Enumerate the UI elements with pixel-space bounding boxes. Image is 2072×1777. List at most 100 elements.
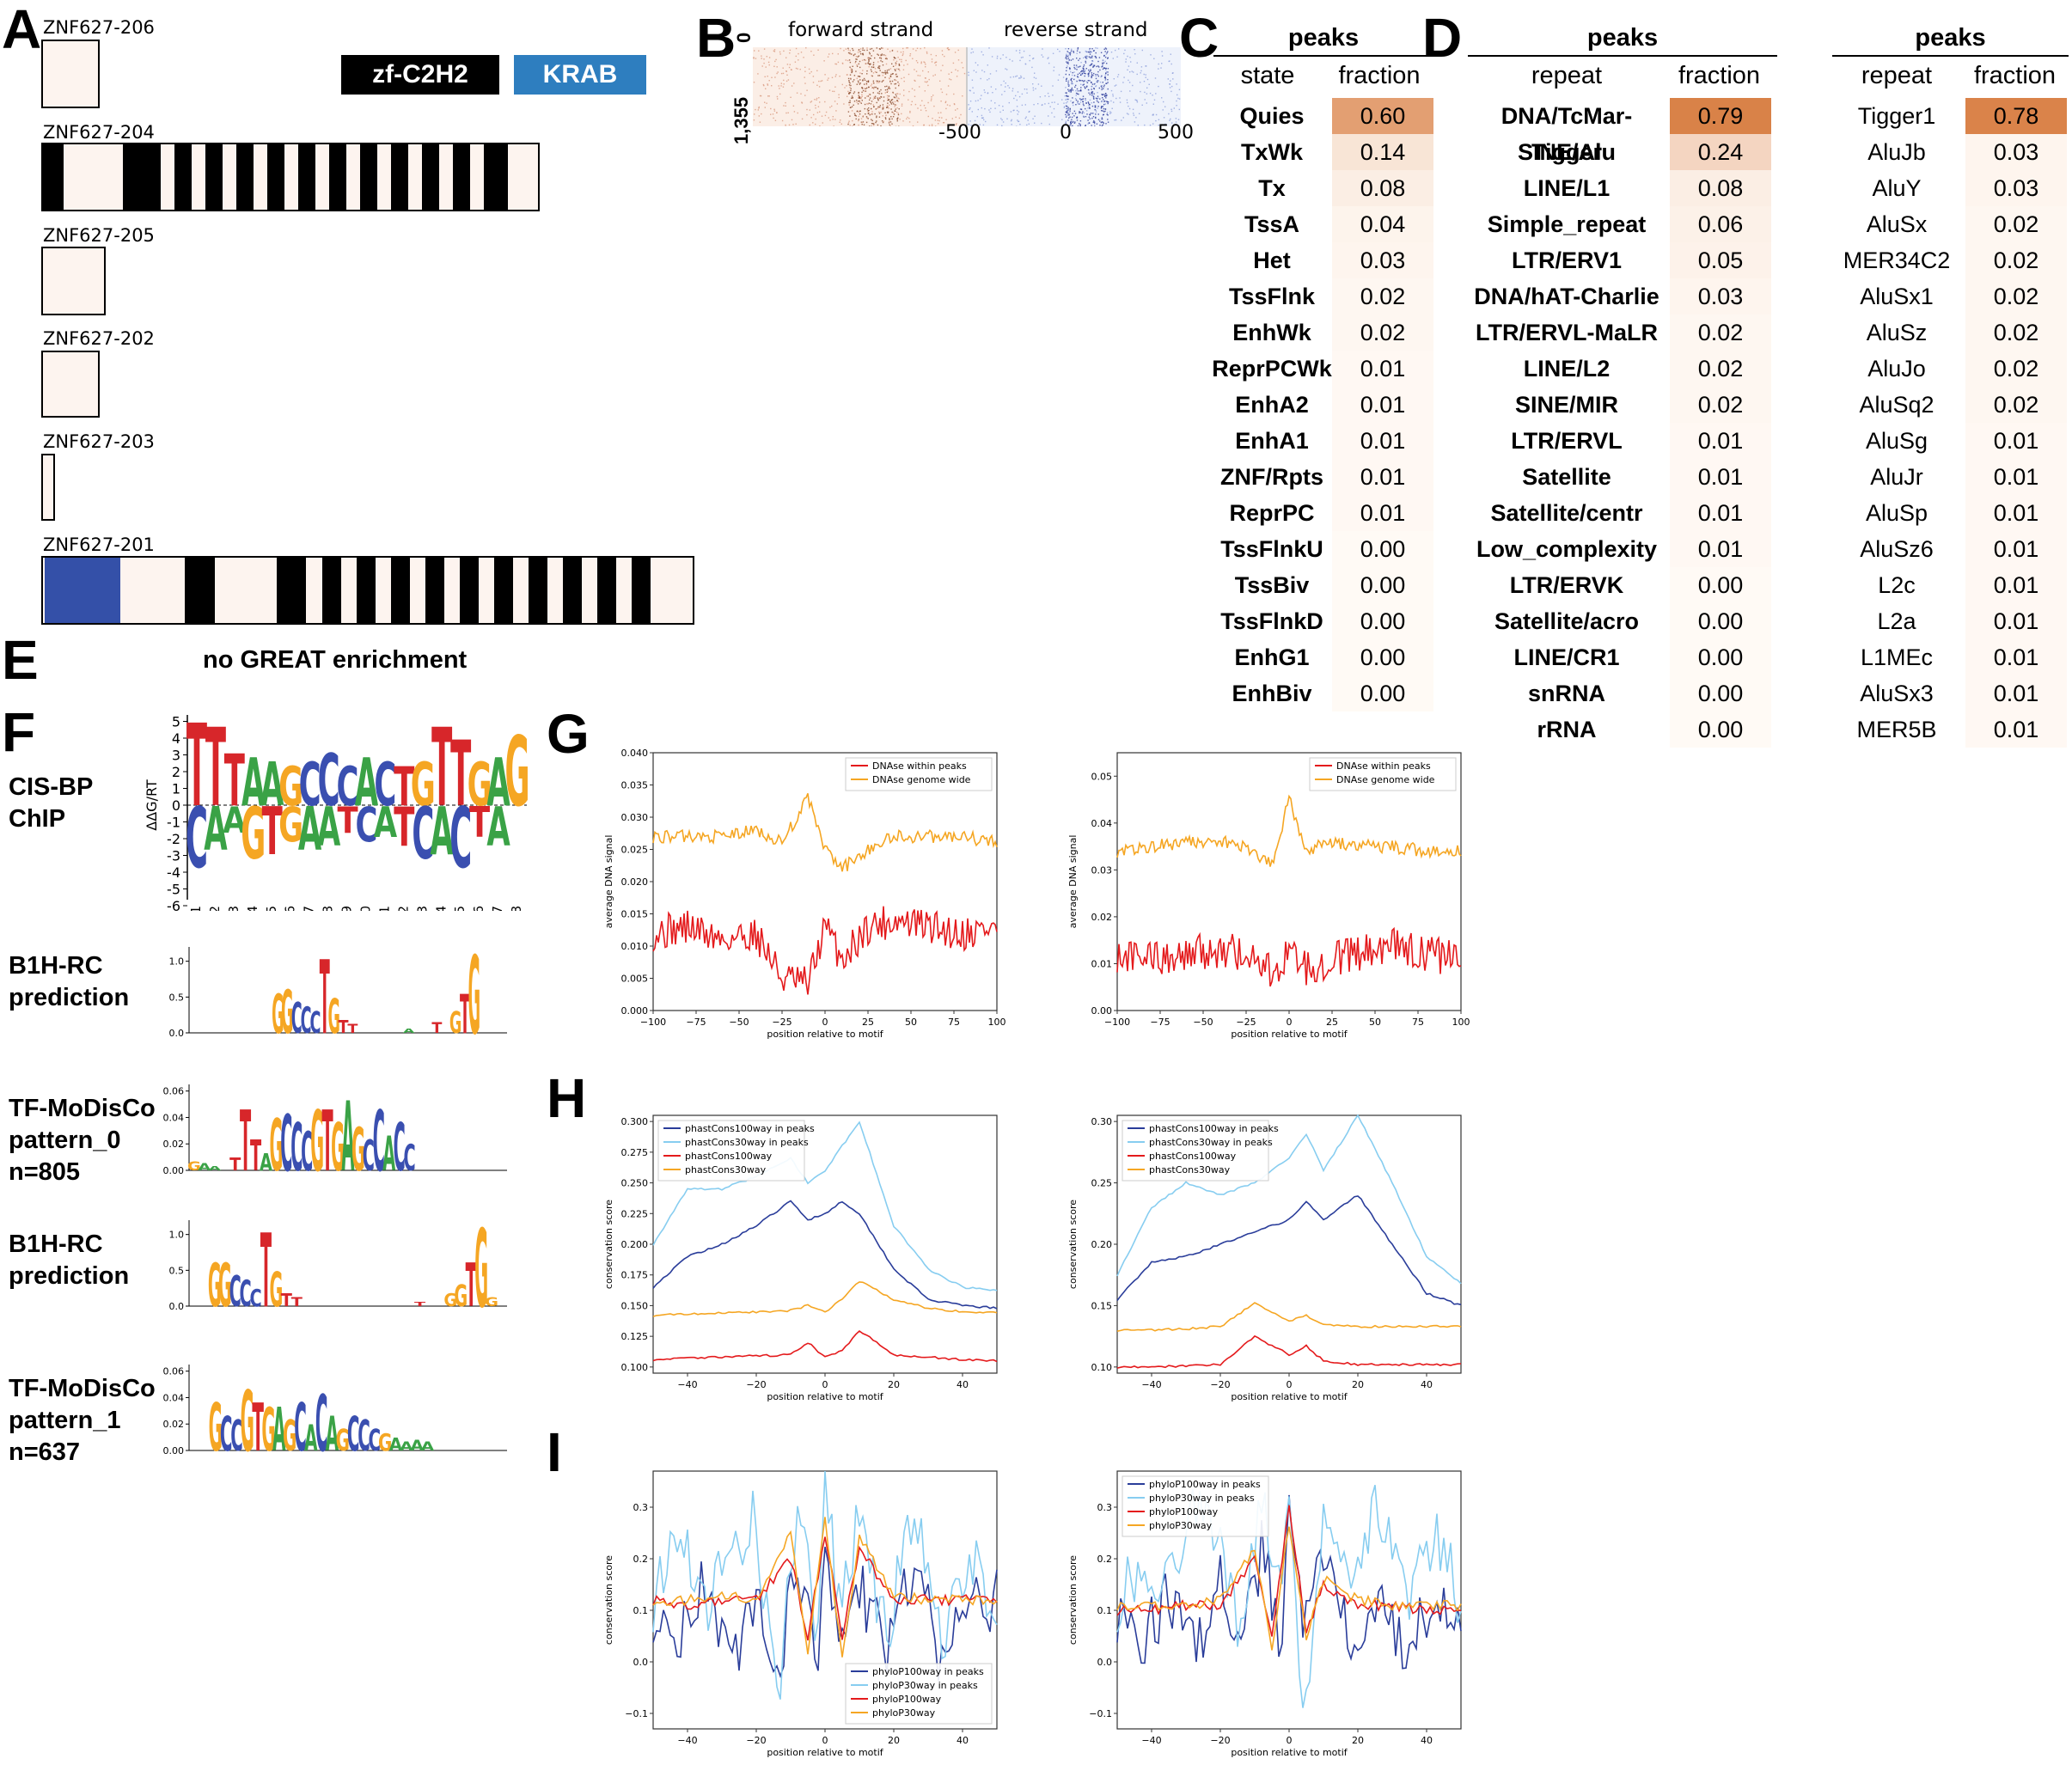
logo-letter: G <box>454 1279 468 1314</box>
reverse-read-dot <box>1177 97 1179 100</box>
forward-read-dot <box>854 114 856 116</box>
reverse-read-dot <box>1105 95 1108 97</box>
forward-read-dot <box>931 98 932 100</box>
forward-read-dot <box>909 53 912 55</box>
table-row-value: 0.02 <box>1670 387 1771 423</box>
reverse-read-dot <box>1107 102 1109 105</box>
logo-letter: C <box>294 1390 307 1467</box>
forward-read-dot <box>930 53 932 56</box>
forward-read-dot <box>873 96 875 98</box>
logo-letter: T <box>229 1153 241 1175</box>
x-tick-label: −20 <box>1210 1379 1230 1390</box>
forward-read-dot <box>851 53 853 55</box>
forward-read-dot <box>847 59 849 62</box>
reverse-read-dot <box>1103 62 1105 64</box>
table-row-name: AluY <box>1872 175 1922 201</box>
reverse-read-dot <box>1016 106 1018 107</box>
forward-read-dot <box>944 101 947 102</box>
logo-letter: C <box>358 1413 370 1461</box>
y-tick-label: 0.125 <box>621 1331 649 1342</box>
y-tick-label: 0.1 <box>633 1605 649 1616</box>
y-tick-label: 0.01 <box>1091 958 1113 969</box>
x-tick-label: 50 <box>1369 1017 1381 1028</box>
logo-y-tick-label: 0.00 <box>163 1165 185 1176</box>
forward-read-dot <box>887 90 889 92</box>
forward-read-dot <box>859 66 861 69</box>
forward-read-dot <box>773 65 775 67</box>
table-row-value: 0.01 <box>1965 423 2067 459</box>
reverse-read-dot <box>1022 56 1024 58</box>
x-tick-label: −25 <box>1236 1017 1256 1028</box>
reverse-read-dot <box>1077 90 1079 92</box>
forward-read-dot <box>917 75 919 76</box>
forward-read-dot <box>810 101 811 103</box>
reverse-read-dot <box>1095 117 1097 119</box>
reverse-read-dot <box>981 117 983 119</box>
reverse-read-dot <box>1082 71 1085 74</box>
reverse-read-dot <box>1170 110 1173 113</box>
reverse-read-dot <box>1069 110 1071 112</box>
reverse-read-dot <box>990 107 992 109</box>
forward-read-dot <box>925 107 926 109</box>
reverse-read-dot <box>1152 114 1153 116</box>
reverse-read-dot <box>1093 83 1096 85</box>
reverse-read-dot <box>1061 99 1063 101</box>
forward-read-dot <box>856 83 858 85</box>
logo-letter: T <box>320 939 330 1057</box>
isoform-bar-206 <box>41 40 100 108</box>
logo-letter: C <box>337 755 359 818</box>
reverse-read-dot <box>1161 51 1163 52</box>
reverse-read-dot <box>1081 99 1083 101</box>
isoform-bar-205 <box>41 247 106 315</box>
forward-read-dot <box>915 70 918 72</box>
reverse-read-dot <box>1077 47 1079 49</box>
reverse-read-dot <box>1018 52 1021 54</box>
forward-read-dot <box>877 80 879 82</box>
reverse-read-dot <box>1101 89 1103 90</box>
table-row-value: 0.01 <box>1965 495 2067 531</box>
reverse-read-dot <box>1127 101 1128 104</box>
reverse-read-dot <box>985 120 987 123</box>
reverse-read-dot <box>1126 99 1128 101</box>
reverse-read-dot <box>1097 65 1099 67</box>
table-row-name: AluSx1 <box>1860 284 1934 309</box>
x-tick-label: 75 <box>948 1017 960 1028</box>
logo-letter: T <box>394 755 414 818</box>
forward-read-dot <box>816 97 818 100</box>
reverse-read-dot <box>1065 73 1067 76</box>
reverse-read-dot <box>1091 60 1094 62</box>
reverse-read-dot <box>1097 80 1100 82</box>
forward-read-dot <box>877 61 879 63</box>
reverse-read-dot <box>1065 105 1067 107</box>
forward-read-dot <box>828 53 830 55</box>
reverse-read-dot <box>1010 120 1012 122</box>
reverse-read-dot <box>1155 113 1158 116</box>
reverse-read-dot <box>1075 64 1078 66</box>
forward-read-dot <box>944 101 946 104</box>
motif-label: CIS-BP ChIP <box>9 773 94 833</box>
forward-read-dot <box>886 85 888 88</box>
reverse-read-dot <box>1080 108 1083 111</box>
y-tick-label: −0.1 <box>625 1708 648 1719</box>
forward-read-dot <box>878 67 881 70</box>
table-row-value: 0.01 <box>1332 495 1433 531</box>
forward-read-dot <box>758 50 760 52</box>
forward-read-dot <box>785 70 787 72</box>
legend-zf-c2h2: zf-C2H2 <box>341 55 499 95</box>
reverse-read-dot <box>1071 81 1073 82</box>
reverse-read-dot <box>1002 54 1004 56</box>
forward-read-dot <box>768 64 770 66</box>
reverse-read-dot <box>1172 72 1174 74</box>
forward-read-dot <box>767 95 769 97</box>
y-tick-label: 0.0 <box>1097 1657 1113 1668</box>
reverse-read-dot <box>1169 83 1170 85</box>
reverse-read-dot <box>1070 120 1072 123</box>
table-row-value: 0.02 <box>1965 242 2067 278</box>
forward-read-dot <box>896 93 898 95</box>
forward-read-dot <box>793 111 796 113</box>
y-tick-label: 0.02 <box>1091 912 1113 923</box>
forward-read-dot <box>792 105 795 107</box>
reverse-read-dot <box>1001 119 1003 121</box>
